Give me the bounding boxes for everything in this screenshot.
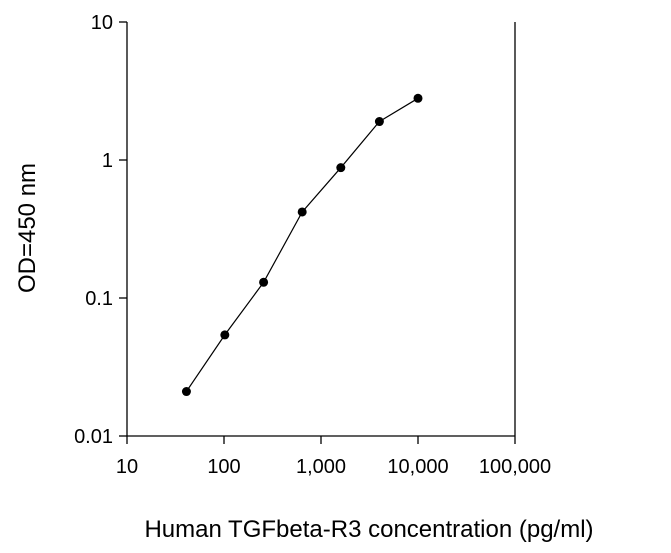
y-tick-label: 0.01 (74, 426, 113, 448)
data-point (259, 277, 269, 287)
data-point (336, 163, 346, 173)
y-tick-label: 1 (102, 150, 113, 172)
data-point (220, 330, 230, 340)
x-tick-label: 100,000 (479, 456, 551, 478)
data-point (374, 117, 384, 127)
y-axis-label: OD=450 nm (14, 163, 41, 293)
series (181, 93, 423, 397)
data-point (413, 93, 423, 103)
data-point (181, 387, 191, 397)
y-tick-label: 10 (91, 12, 113, 34)
series-line (185, 97, 419, 392)
x-tick-label: 10 (116, 456, 138, 478)
data-point (297, 207, 307, 217)
x-tick-label: 1,000 (296, 456, 346, 478)
axes: 0.01 0.1 1 10 10 100 1,000 10,000 100,000 (74, 12, 551, 478)
x-tick-label: 100 (207, 456, 240, 478)
x-tick-label: 10,000 (387, 456, 448, 478)
y-tick-label: 0.1 (85, 288, 113, 310)
x-axis-label: Human TGFbeta-R3 concentration (pg/ml) (144, 516, 593, 543)
